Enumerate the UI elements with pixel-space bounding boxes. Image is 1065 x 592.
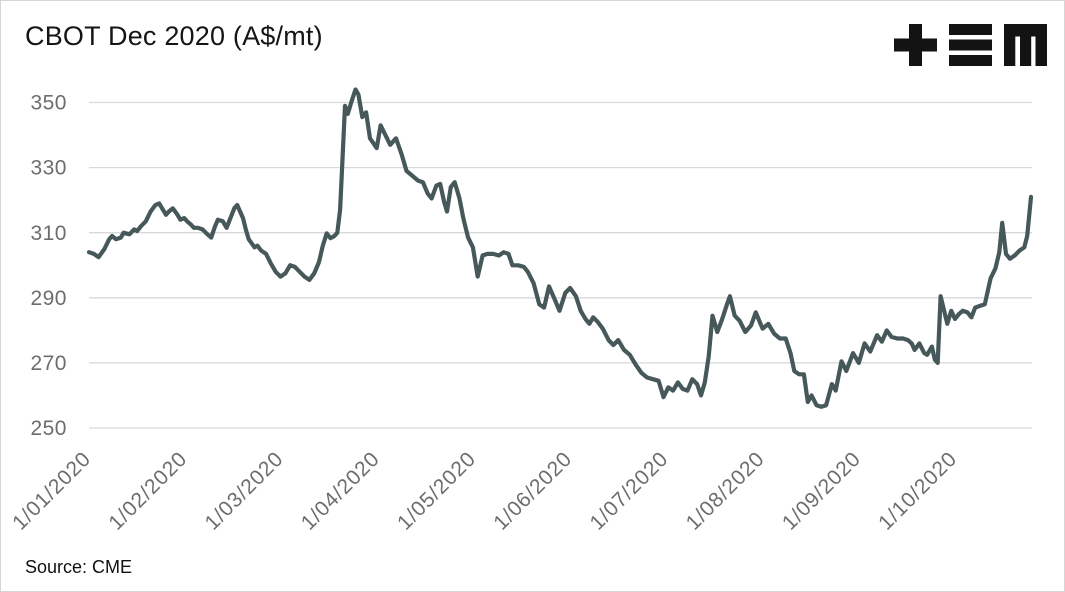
y-tick-label: 310 — [30, 222, 67, 245]
tem-logo — [894, 24, 1047, 66]
x-tick-label: 1/02/2020 — [104, 447, 191, 534]
x-tick-label: 1/06/2020 — [489, 447, 576, 534]
x-tick-label: 1/05/2020 — [393, 447, 480, 534]
source-label: Source: CME — [25, 557, 133, 577]
x-tick-label: 1/01/2020 — [8, 447, 95, 534]
m-icon — [1004, 24, 1047, 66]
x-tick-label: 1/07/2020 — [585, 447, 672, 534]
y-tick-label: 270 — [30, 352, 67, 375]
tem-logo-svg — [894, 24, 1047, 66]
page-title: CBOT Dec 2020 (A$/mt) — [25, 21, 323, 51]
triple-bar-icon — [949, 24, 992, 66]
y-tick-label: 250 — [30, 417, 67, 440]
x-tick-label: 1/09/2020 — [778, 447, 865, 534]
y-tick-label: 290 — [30, 287, 67, 310]
x-tick-label: 1/03/2020 — [201, 447, 288, 534]
plus-icon — [894, 24, 937, 66]
y-tick-label: 330 — [30, 157, 67, 180]
x-tick-label: 1/08/2020 — [682, 447, 769, 534]
x-tick-label: 1/04/2020 — [297, 447, 384, 534]
y-tick-label: 350 — [30, 92, 67, 115]
price-line — [86, 87, 1034, 409]
x-tick-label: 1/10/2020 — [874, 447, 961, 534]
